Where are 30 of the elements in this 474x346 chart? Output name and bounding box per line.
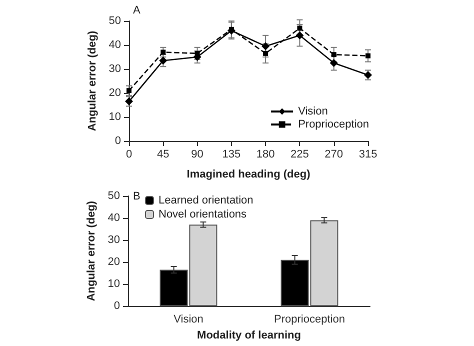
y-tick-label: 40 (108, 39, 121, 51)
y-tick-label: 20 (108, 87, 121, 99)
y-tick-label: 10 (108, 111, 121, 123)
x-tick-label: 315 (358, 148, 378, 160)
y-tick-label: 30 (108, 234, 120, 246)
x-axis-title: Modality of learning (197, 330, 301, 342)
legend-label: Novel orientations (158, 208, 248, 220)
y-tick-label: 0 (114, 135, 121, 147)
y-tick-label: 0 (114, 300, 120, 312)
x-tick-label: 270 (324, 148, 344, 160)
x-tick-label: 135 (222, 148, 241, 160)
x-tick-label: 225 (290, 148, 309, 160)
x-tick-label: 0 (126, 148, 132, 160)
y-tick-label: 10 (108, 278, 120, 290)
y-axis-title: Angular error (deg) (85, 200, 98, 302)
chart-title: B (133, 190, 140, 202)
legend-label: Proprioception (298, 118, 370, 130)
y-tick-label: 50 (108, 190, 120, 202)
legend-label: Vision (298, 106, 328, 118)
x-tick-label: 45 (157, 148, 170, 160)
x-axis-title: Imagined heading (deg) (186, 168, 311, 180)
legend-label: Learned orientation (158, 194, 254, 206)
x-tick-label: 90 (191, 148, 204, 160)
y-tick-label: 40 (108, 212, 120, 224)
x-tick-label: 180 (256, 148, 275, 160)
y-tick-label: 50 (108, 15, 121, 27)
y-tick-label: 30 (108, 63, 121, 75)
chart-title: A (133, 4, 141, 16)
y-axis-title: Angular error (deg) (86, 30, 98, 132)
y-tick-label: 20 (108, 256, 120, 268)
